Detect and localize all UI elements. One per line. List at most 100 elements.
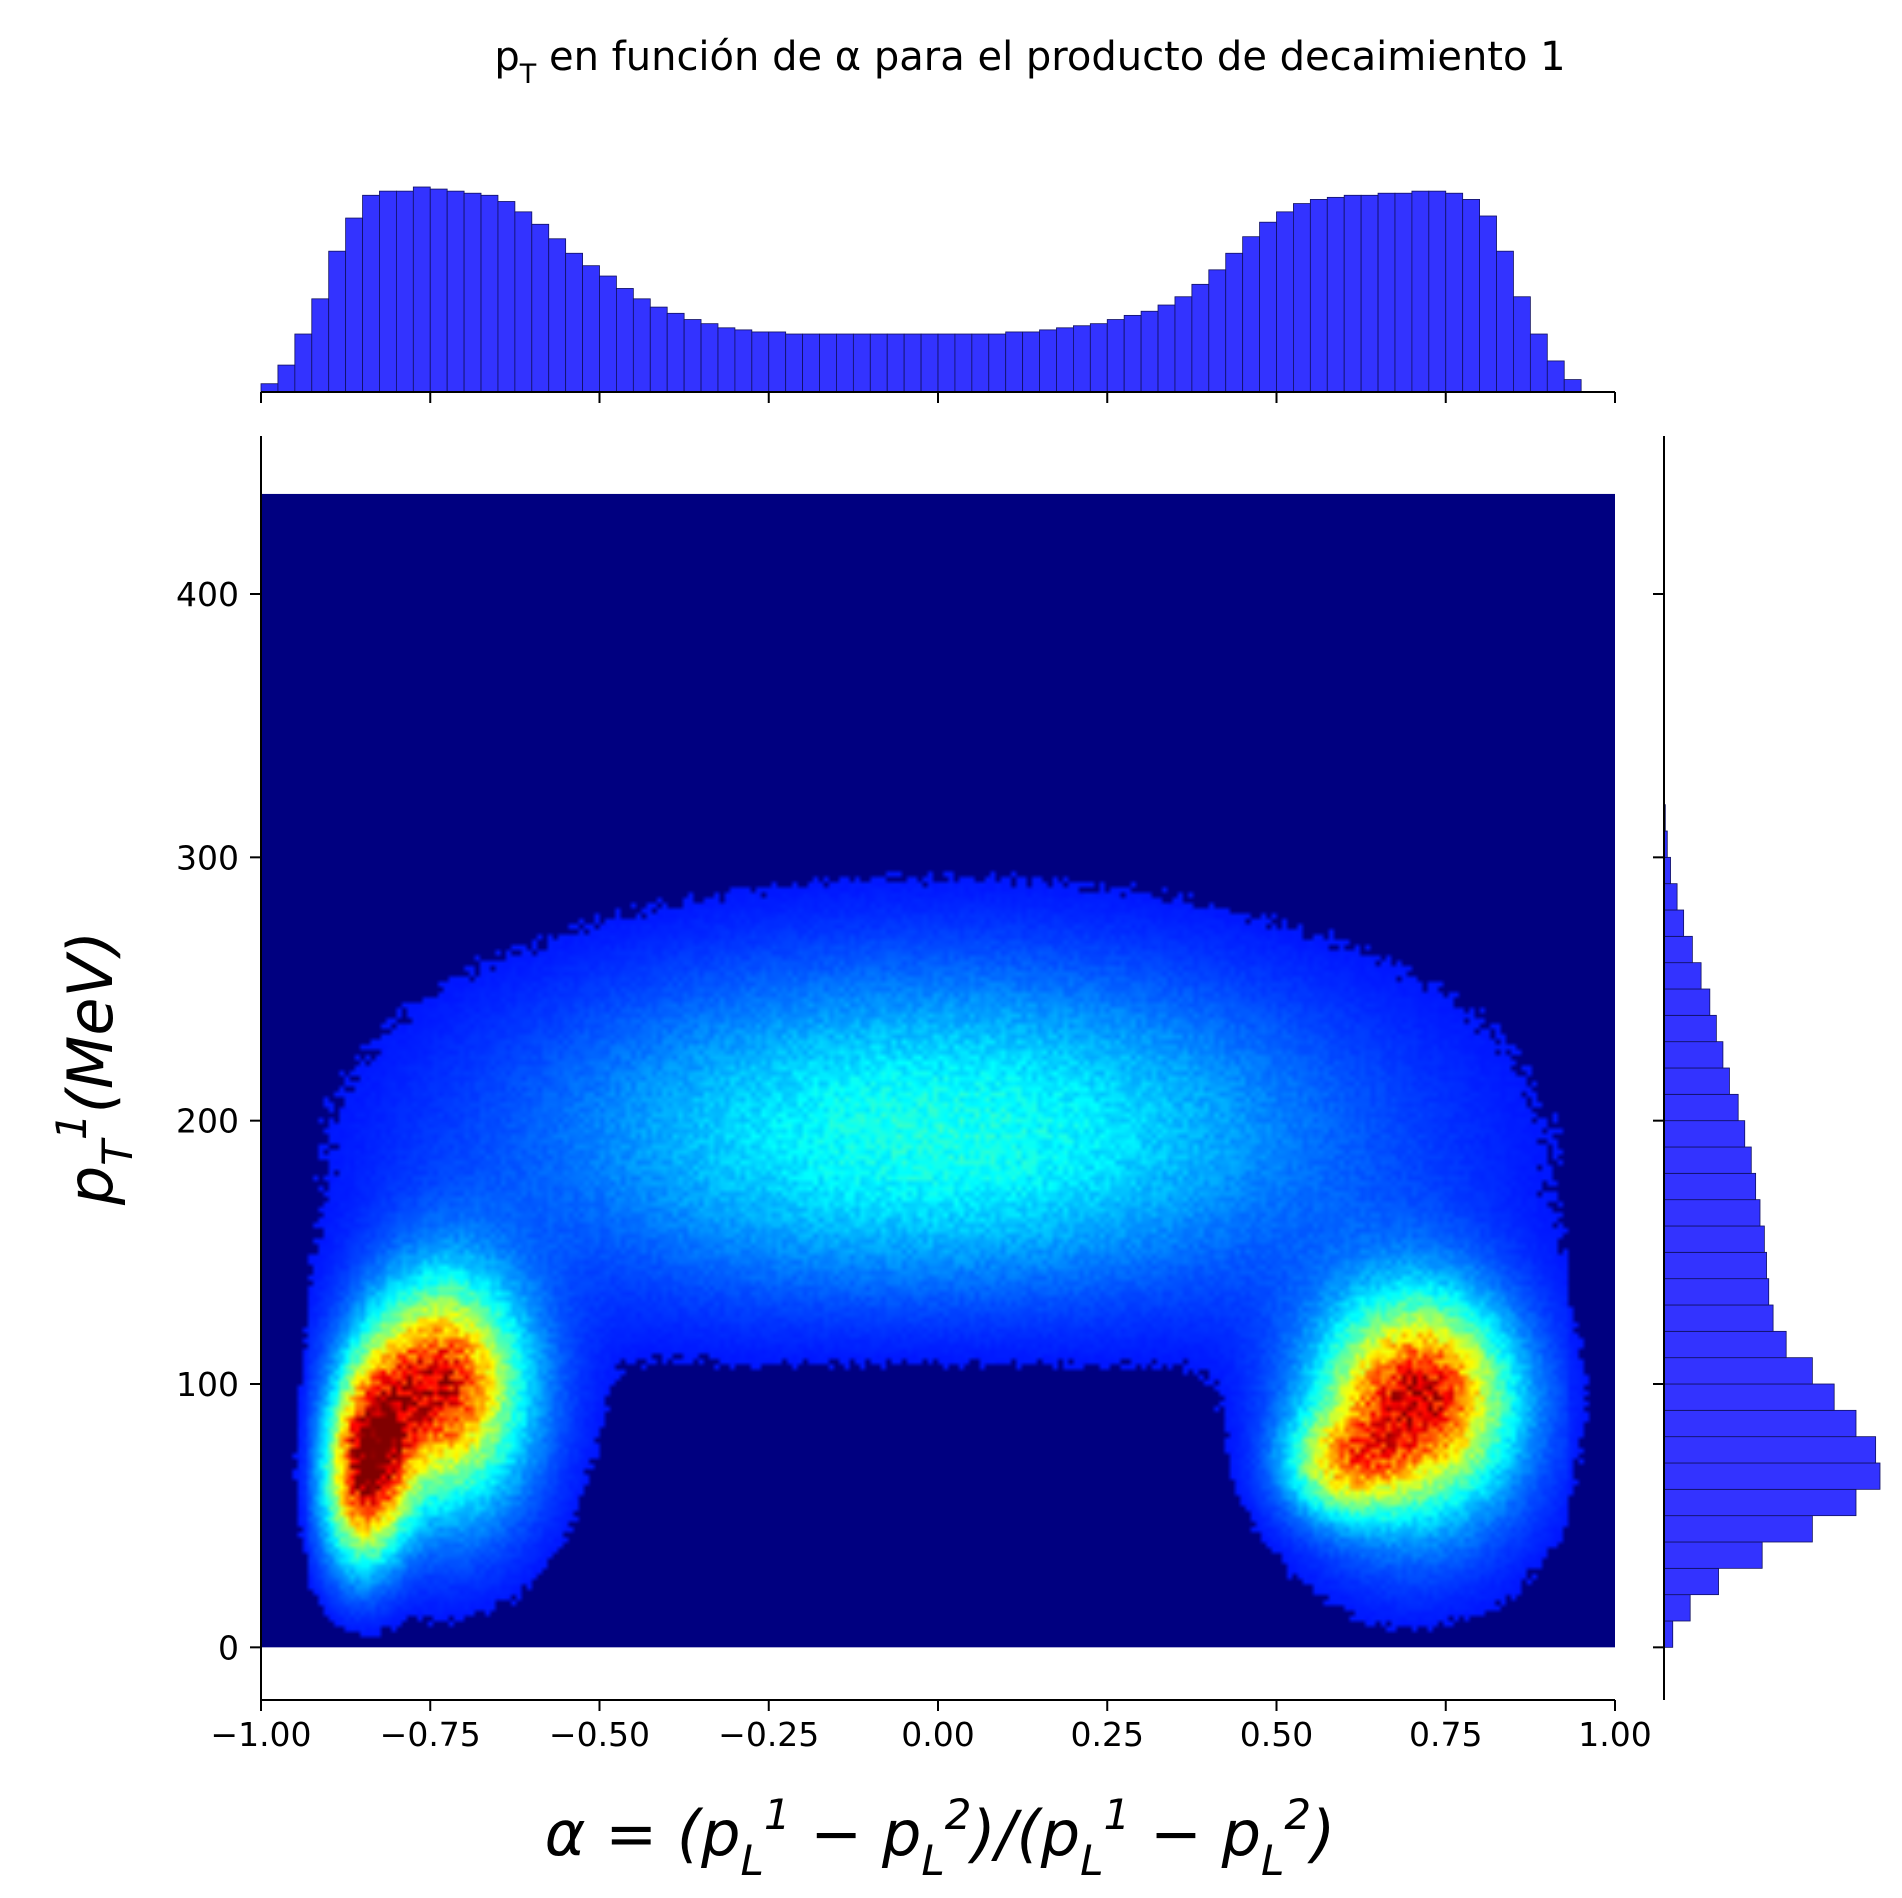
top-marginal-bar: [446, 190, 465, 393]
right-marginal-bar: [1663, 1120, 1746, 1148]
x-tick-label: −0.75: [380, 1715, 481, 1754]
right-marginal-histogram: [1663, 777, 1881, 1648]
chart-title: pT en función de α para el producto de d…: [494, 34, 1565, 90]
top-marginal-bar: [429, 188, 448, 393]
right-marginal-bar: [1663, 1330, 1787, 1359]
top-marginal-bar: [1225, 252, 1244, 393]
top-marginal-bar: [1546, 360, 1565, 393]
top-marginal-bar: [734, 329, 753, 393]
top-marginal-bar: [717, 327, 736, 393]
top-marginal-bar: [869, 333, 888, 393]
top-marginal-bar: [616, 288, 634, 393]
top-marginal-bar: [1428, 190, 1447, 393]
top-marginal-bar: [345, 217, 363, 393]
right-marginal-bar: [1663, 1488, 1857, 1517]
top-marginal-bar: [666, 312, 685, 393]
top-marginal-bar: [1191, 283, 1210, 393]
top-marginal-bar: [649, 306, 668, 393]
x-axis-label: α = (pL1 − pL2)/(pL1 − pL2): [545, 1790, 1336, 1885]
y-tick-label: 300: [176, 838, 239, 877]
right-marginal-bar: [1663, 1225, 1765, 1253]
top-marginal-bar: [1174, 296, 1193, 393]
right-marginal-bar: [1663, 1199, 1761, 1227]
top-marginal-bar: [294, 333, 313, 393]
right-marginal-ticks: [1653, 593, 1664, 1649]
top-marginal-bar: [1462, 199, 1481, 393]
right-marginal-bar: [1663, 1541, 1763, 1569]
right-marginal-bar: [1663, 1567, 1719, 1596]
right-marginal-bar: [1663, 1409, 1857, 1438]
top-marginal-ticks: [260, 392, 1616, 403]
top-marginal-bar: [395, 190, 414, 393]
top-marginal-bar: [1343, 194, 1362, 393]
top-marginal-bar: [1140, 310, 1159, 393]
top-marginal-bar: [1563, 379, 1582, 393]
top-marginal-bar: [531, 223, 550, 393]
top-marginal-bar: [311, 298, 330, 393]
y-tick-label: 100: [176, 1365, 239, 1404]
right-marginal-bar: [1663, 1357, 1813, 1385]
top-marginal-bar: [480, 194, 499, 393]
top-marginal-bar: [988, 333, 1007, 393]
top-marginal-bar: [1411, 190, 1430, 393]
x-tick-label: 0.00: [901, 1715, 974, 1754]
x-tick-label: 0.50: [1240, 1715, 1313, 1754]
top-marginal-bar: [328, 250, 347, 393]
right-marginal-bar: [1663, 1620, 1674, 1648]
top-marginal-bar: [497, 201, 516, 393]
top-marginal-bar: [412, 186, 431, 393]
top-marginal-bar: [920, 333, 939, 393]
top-marginal-bar: [1377, 192, 1396, 393]
top-marginal-bar: [700, 323, 719, 393]
top-marginal-bar: [1073, 325, 1091, 393]
top-marginal-bar: [260, 383, 279, 393]
top-marginal-bar: [362, 194, 380, 393]
right-marginal-bar: [1663, 1594, 1691, 1622]
top-marginal-bar: [1022, 331, 1040, 393]
top-marginal-bar: [1039, 329, 1057, 393]
top-marginal-bar: [1276, 211, 1294, 393]
top-marginal-bar: [1326, 196, 1345, 393]
top-marginal-bar: [751, 331, 770, 393]
right-marginal-bar: [1663, 1093, 1739, 1122]
top-marginal-bar: [1157, 304, 1176, 393]
right-marginal-bar: [1663, 988, 1711, 1016]
top-marginal-bar: [379, 190, 397, 393]
top-marginal-bar: [1529, 333, 1548, 393]
right-marginal-bar: [1663, 1251, 1767, 1280]
top-marginal-bar: [1479, 215, 1497, 393]
top-marginal-bar: [548, 238, 567, 393]
top-marginal-bar: [1445, 192, 1464, 393]
right-marginal-bar: [1663, 1041, 1724, 1069]
top-marginal-bar: [1005, 331, 1024, 393]
x-tick-label: 0.25: [1071, 1715, 1144, 1754]
x-tick-label: 1.00: [1578, 1715, 1651, 1754]
right-marginal-bar: [1663, 1278, 1770, 1306]
top-marginal-bar: [463, 192, 482, 393]
top-marginal-bar: [1208, 269, 1227, 393]
right-marginal-bar: [1663, 1436, 1877, 1464]
top-marginal-bar: [599, 275, 617, 393]
top-marginal-bar: [1089, 323, 1108, 393]
y-axis-label: pT1(MeV): [47, 931, 142, 1206]
top-marginal-bar: [1242, 236, 1260, 393]
top-marginal-bar: [1360, 194, 1379, 393]
top-marginal-histogram: [260, 186, 1582, 393]
right-marginal-bar: [1663, 1172, 1757, 1201]
top-marginal-bar: [514, 211, 533, 393]
top-marginal-bar: [1394, 192, 1413, 393]
top-marginal-bar: [565, 252, 583, 393]
right-marginal-bar: [1663, 883, 1678, 911]
right-marginal-bar: [1663, 909, 1685, 937]
x-tick-label: −0.50: [549, 1715, 650, 1754]
top-marginal-bar: [819, 333, 837, 393]
y-tick-label: 0: [218, 1628, 239, 1667]
right-marginal-bar: [1663, 1146, 1752, 1174]
x-tick-label: 0.75: [1409, 1715, 1482, 1754]
top-marginal-bar: [277, 364, 296, 393]
right-marginal-bar: [1663, 1304, 1774, 1332]
top-marginal-bar: [937, 333, 956, 393]
y-tick-label: 200: [176, 1102, 239, 1141]
right-marginal-bar: [1663, 1014, 1717, 1043]
